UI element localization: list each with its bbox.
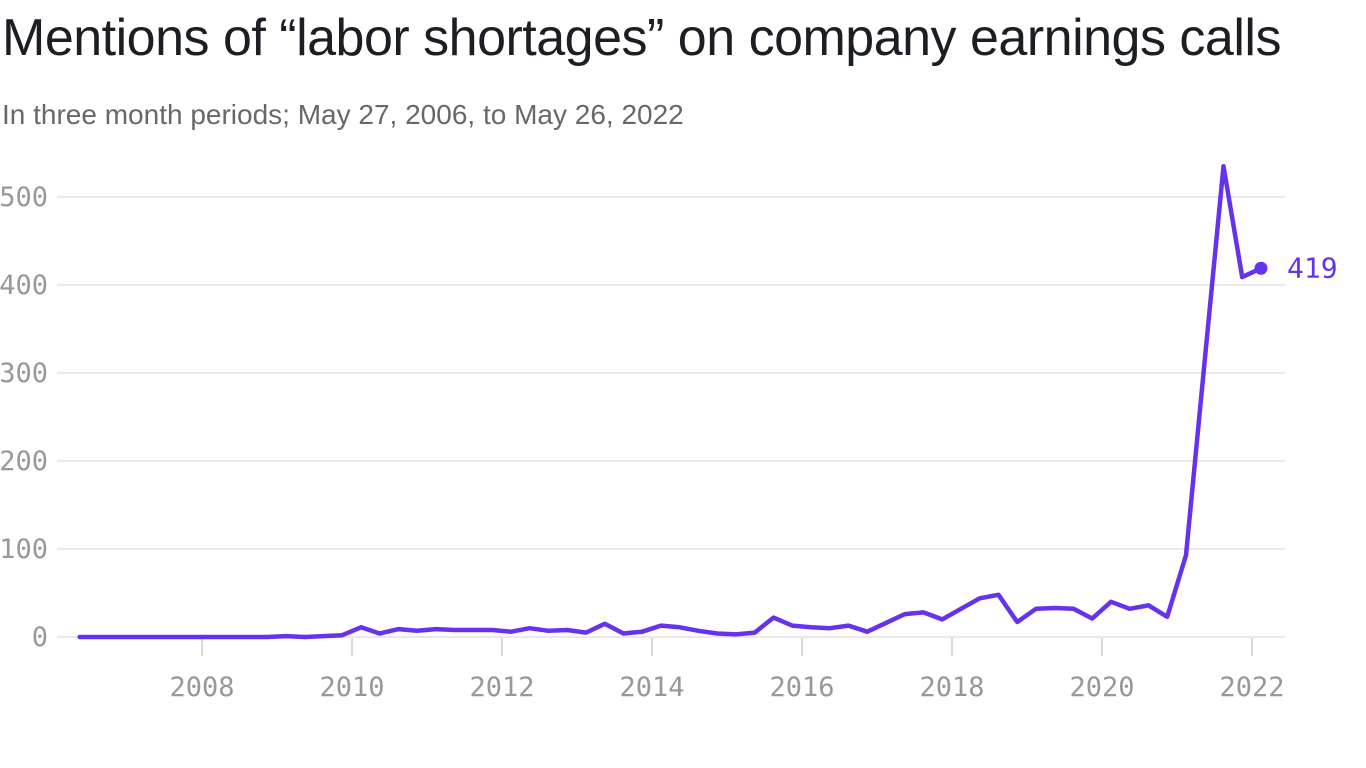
chart-subtitle: In three month periods; May 27, 2006, to… (2, 99, 684, 130)
y-axis-label: 200 (0, 446, 48, 477)
x-axis-label: 2018 (919, 672, 984, 700)
line-chart: 0 100 200 300 400 500 2008 2010 2012 2014 2016 2018… (0, 163, 1338, 700)
x-axis-label: 2016 (769, 672, 834, 700)
x-axis-label: 2020 (1069, 672, 1134, 700)
series-line (77, 163, 1264, 640)
chart-title: Mentions of “labor shortages” on company… (2, 9, 1281, 67)
x-axis-label: 2014 (619, 672, 684, 700)
y-axis-label: 100 (0, 534, 48, 565)
y-axis-label: 0 (32, 622, 48, 653)
x-axis-label: 2012 (469, 672, 534, 700)
x-axis-label: 2010 (319, 672, 384, 700)
x-axis-label: 2008 (169, 672, 234, 700)
page: Mentions of “labor shortages” on company… (0, 4, 1366, 768)
y-axis-label: 500 (0, 182, 48, 213)
x-axis-label: 2022 (1219, 672, 1284, 700)
y-axis-label: 300 (0, 358, 48, 389)
series-end-value-label: 419 (1287, 251, 1338, 284)
series-end-dot (1254, 261, 1268, 275)
y-axis-label: 400 (0, 270, 48, 301)
